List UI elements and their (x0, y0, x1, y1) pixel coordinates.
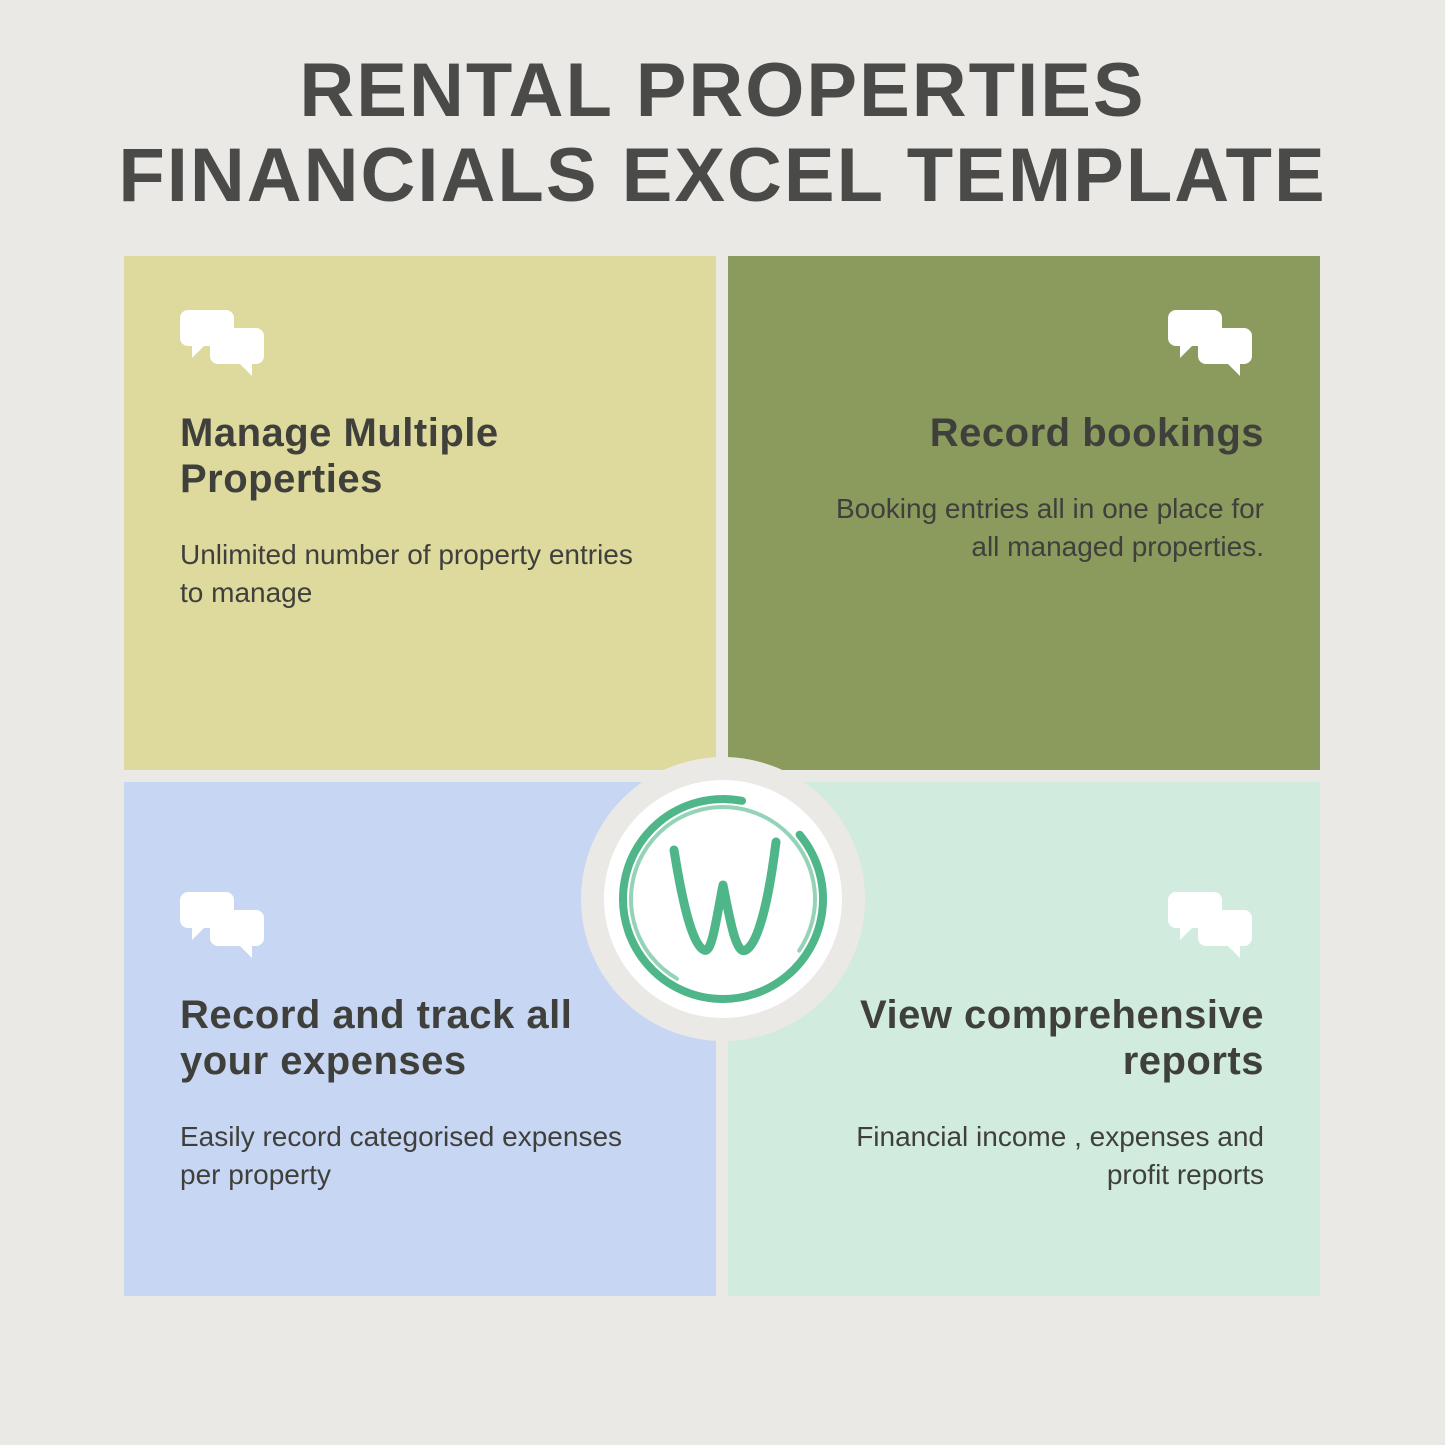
center-logo (581, 757, 865, 1041)
chat-bubbles-icon (1168, 310, 1264, 382)
feature-description: Financial income , expenses and profit r… (804, 1118, 1264, 1194)
feature-heading: View comprehensive reports (824, 992, 1264, 1084)
feature-card-manage-properties: Manage Multiple Properties Unlimited num… (124, 256, 716, 770)
feature-heading: Record bookings (930, 410, 1264, 456)
feature-card-record-bookings: Record bookings Booking entries all in o… (728, 256, 1320, 770)
feature-description: Unlimited number of property entries to … (180, 536, 640, 612)
chat-bubbles-icon (180, 310, 276, 382)
feature-heading: Record and track all your expenses (180, 992, 620, 1084)
logo-circle (604, 780, 842, 1018)
title-line-2: FINANCIALS EXCEL TEMPLATE (118, 133, 1326, 218)
chat-bubbles-icon (180, 892, 276, 964)
feature-description: Easily record categorised expenses per p… (180, 1118, 640, 1194)
page-title: RENTAL PROPERTIES FINANCIALS EXCEL TEMPL… (0, 0, 1445, 218)
feature-heading: Manage Multiple Properties (180, 410, 620, 502)
title-line-1: RENTAL PROPERTIES (299, 48, 1145, 133)
feature-description: Booking entries all in one place for all… (804, 490, 1264, 566)
logo-w-icon (604, 780, 842, 1018)
chat-bubbles-icon (1168, 892, 1264, 964)
